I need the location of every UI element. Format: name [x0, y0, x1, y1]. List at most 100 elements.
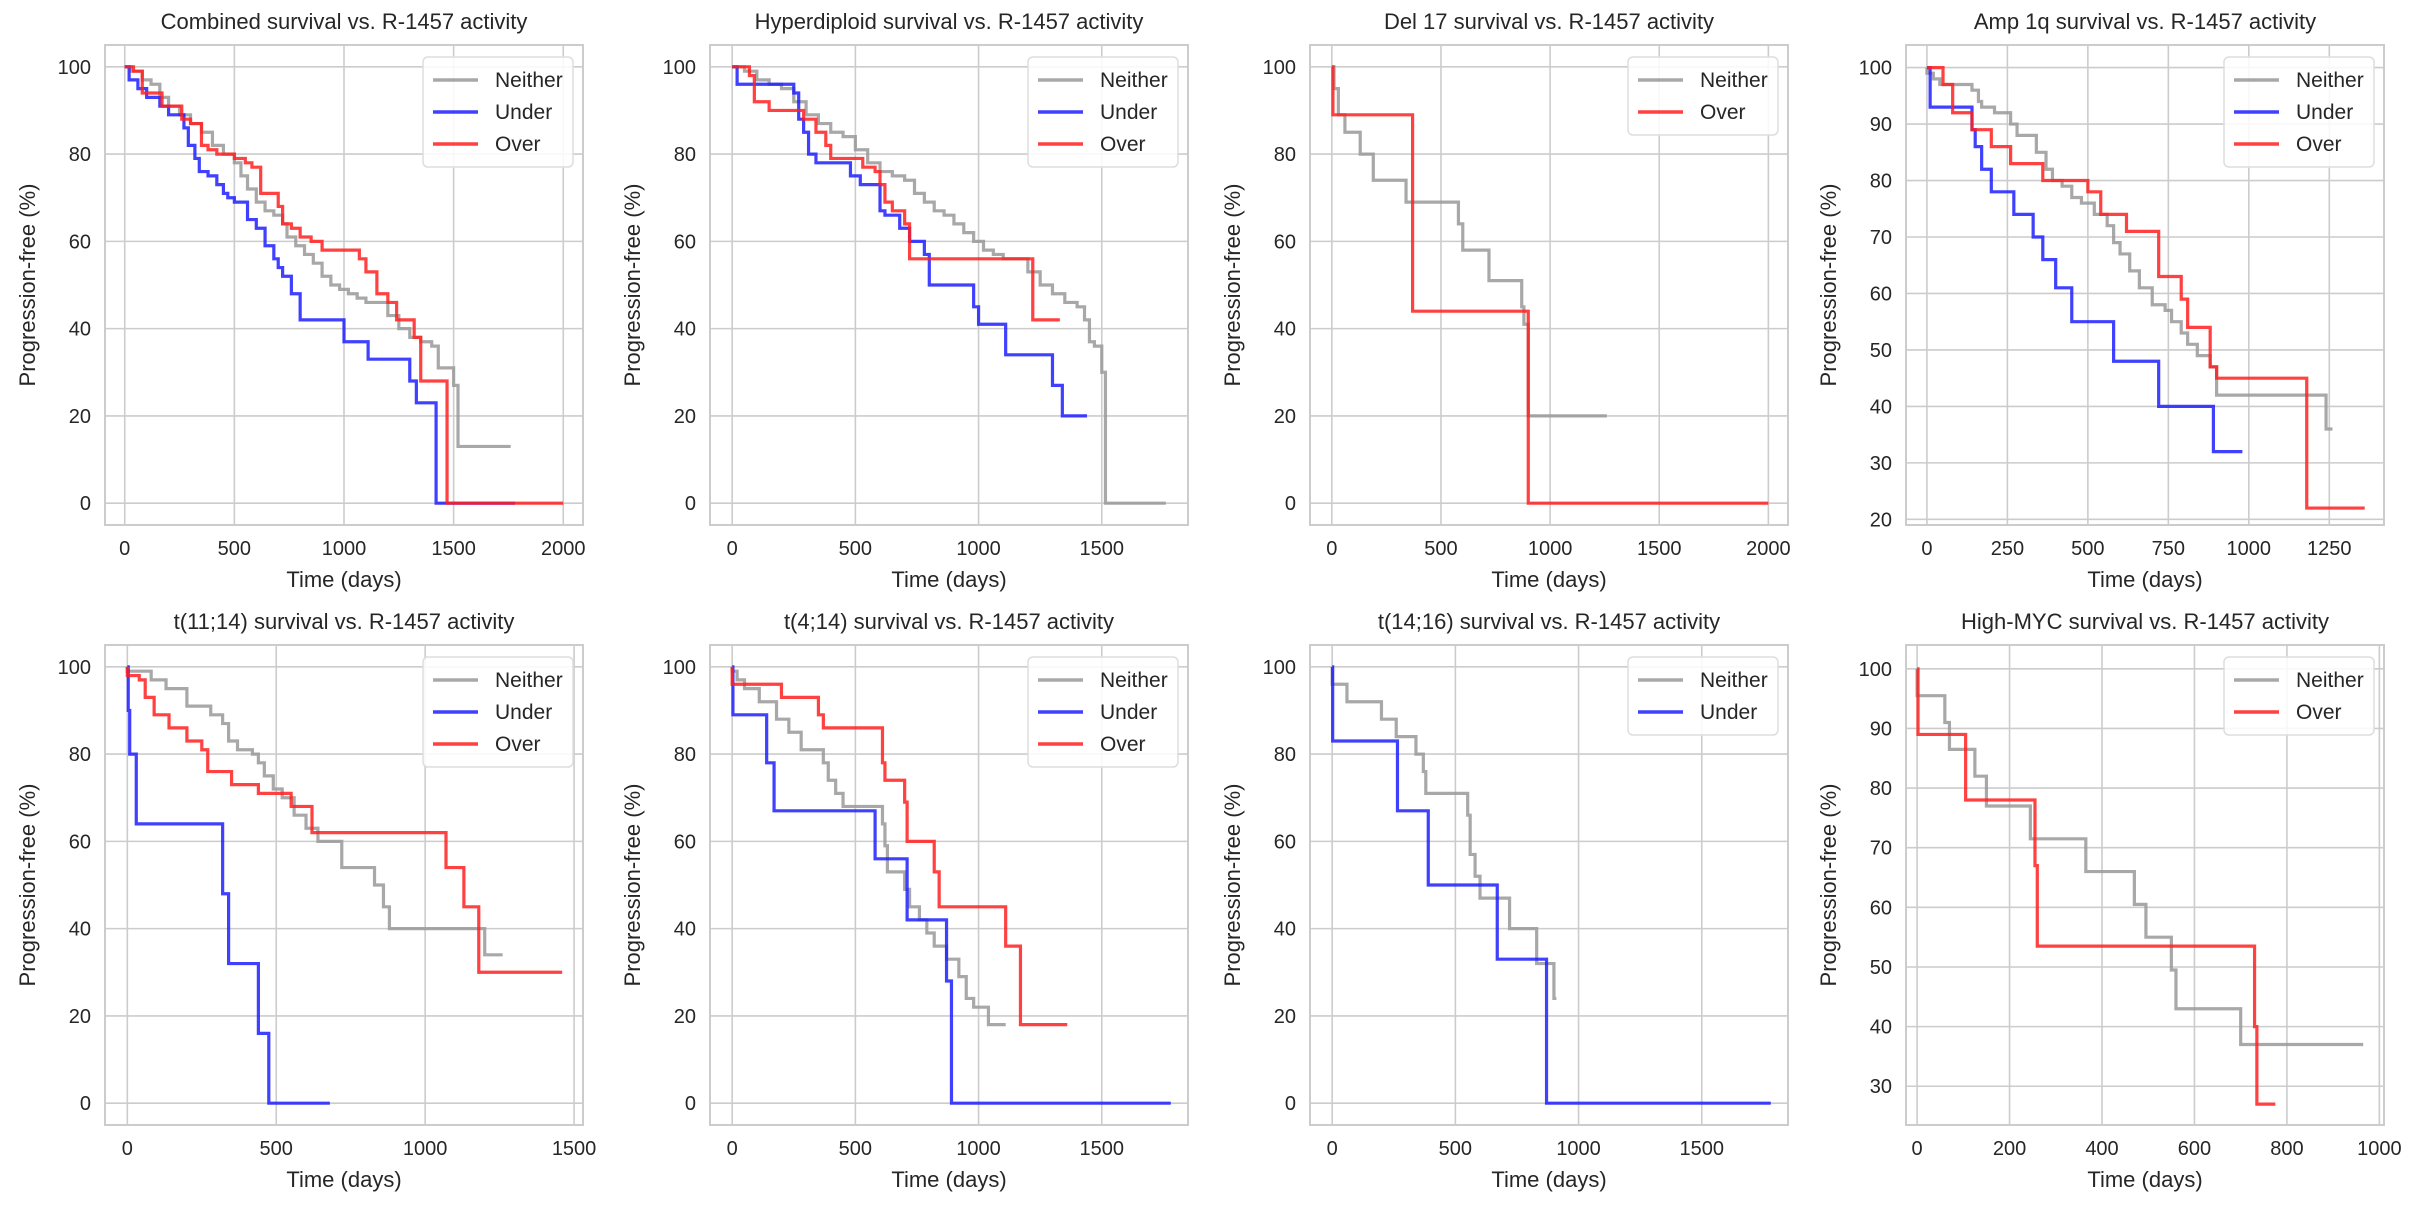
x-tick-label: 1250 [2307, 538, 2352, 560]
y-axis-label: Progression-free (%) [1816, 184, 1841, 387]
series-line-over [1916, 667, 2276, 1106]
x-tick-label: 600 [2178, 1138, 2211, 1160]
legend-box [1627, 56, 1779, 136]
legend: Neither Under Over [2223, 56, 2375, 168]
legend-box [422, 56, 574, 168]
x-axis-label: Time (days) [2087, 567, 2202, 592]
series-line-neither [730, 666, 1006, 1027]
legend-label: Over [1100, 733, 1146, 756]
series-line-under [731, 665, 1171, 1105]
y-tick-label: 40 [674, 319, 696, 341]
legend-box [422, 656, 574, 768]
legend-label: Neither [1100, 69, 1168, 92]
x-tick-label: 750 [2152, 538, 2185, 560]
x-tick-label: 1000 [2227, 538, 2272, 560]
y-tick-label: 0 [685, 493, 696, 515]
legend-label: Under [1100, 701, 1157, 724]
y-tick-label: 20 [674, 1006, 696, 1028]
x-tick-label: 0 [1327, 1138, 1338, 1160]
legend: Neither Under Over [422, 56, 574, 168]
y-tick-label: 40 [69, 919, 91, 941]
y-tick-label: 100 [58, 57, 91, 79]
x-axis-label: Time (days) [891, 567, 1006, 592]
y-tick-label: 90 [1870, 114, 1892, 136]
series-line-neither [732, 65, 1166, 505]
x-tick-label: 1000 [403, 1138, 448, 1160]
y-tick-label: 0 [1285, 1093, 1296, 1115]
legend: Neither Under Over [1027, 56, 1179, 168]
panel-title: Hyperdiploid survival vs. R-1457 activit… [755, 9, 1144, 34]
y-tick-label: 80 [1870, 171, 1892, 193]
legend-label: Under [1700, 701, 1757, 724]
panel-title: Del 17 survival vs. R-1457 activity [1384, 9, 1714, 34]
x-axis-label: Time (days) [891, 1167, 1006, 1192]
series-line-under [124, 65, 516, 505]
panel-title: High-MYC survival vs. R-1457 activity [1961, 609, 2329, 634]
x-tick-label: 1500 [431, 538, 476, 560]
y-tick-label: 20 [674, 406, 696, 428]
series-line-over [1331, 65, 1769, 505]
legend-label: Under [2296, 101, 2353, 124]
x-tick-label: 1000 [322, 538, 367, 560]
series-line-over [732, 65, 1060, 322]
y-axis-label: Progression-free (%) [620, 784, 645, 987]
legend-label: Over [2296, 701, 2342, 724]
legend: Neither Under Over [422, 656, 574, 768]
x-tick-label: 1000 [1528, 538, 1573, 560]
x-tick-label: 250 [1991, 538, 2024, 560]
y-tick-label: 100 [58, 657, 91, 679]
legend-label: Over [1100, 133, 1146, 156]
legend-label: Neither [495, 669, 563, 692]
y-tick-label: 0 [80, 1093, 91, 1115]
series-line-over [125, 666, 563, 974]
panel-title: t(14;16) survival vs. R-1457 activity [1378, 609, 1720, 634]
y-axis-label: Progression-free (%) [15, 784, 40, 987]
y-tick-label: 60 [69, 231, 91, 253]
y-tick-label: 80 [1274, 744, 1296, 766]
x-tick-label: 2000 [1746, 538, 1791, 560]
legend-label: Over [1700, 101, 1746, 124]
y-tick-label: 100 [1859, 58, 1892, 80]
y-axis-label: Progression-free (%) [1220, 184, 1245, 387]
y-tick-label: 100 [663, 657, 696, 679]
x-tick-label: 1000 [1556, 1138, 1601, 1160]
series-line-neither [125, 666, 503, 957]
legend-label: Under [495, 701, 552, 724]
y-tick-label: 100 [1859, 659, 1892, 681]
legend-label: Neither [1700, 69, 1768, 92]
y-tick-label: 70 [1870, 838, 1892, 860]
y-tick-label: 100 [663, 57, 696, 79]
x-tick-label: 500 [1439, 1138, 1472, 1160]
legend-box [1027, 56, 1179, 168]
legend-label: Neither [1700, 669, 1768, 692]
legend-label: Neither [495, 69, 563, 92]
y-tick-label: 0 [80, 493, 91, 515]
legend-label: Under [495, 101, 552, 124]
x-tick-label: 1000 [956, 538, 1001, 560]
y-tick-label: 80 [69, 744, 91, 766]
x-axis-label: Time (days) [1491, 567, 1606, 592]
legend-label: Neither [1100, 669, 1168, 692]
x-axis-label: Time (days) [2087, 1167, 2202, 1192]
legend-label: Neither [2296, 669, 2364, 692]
x-tick-label: 1500 [1680, 1138, 1725, 1160]
y-tick-label: 20 [69, 1006, 91, 1028]
y-tick-label: 40 [69, 319, 91, 341]
y-tick-label: 80 [1274, 144, 1296, 166]
y-tick-label: 60 [674, 231, 696, 253]
legend-label: Over [495, 133, 541, 156]
y-tick-label: 40 [674, 919, 696, 941]
series-line-over [730, 666, 1068, 1027]
x-tick-label: 0 [727, 538, 738, 560]
x-tick-label: 0 [1912, 1138, 1923, 1160]
x-tick-label: 1500 [1080, 1138, 1125, 1160]
y-tick-label: 60 [69, 831, 91, 853]
y-tick-label: 50 [1870, 340, 1892, 362]
series-line-over [1926, 65, 2365, 510]
x-tick-label: 500 [839, 538, 872, 560]
